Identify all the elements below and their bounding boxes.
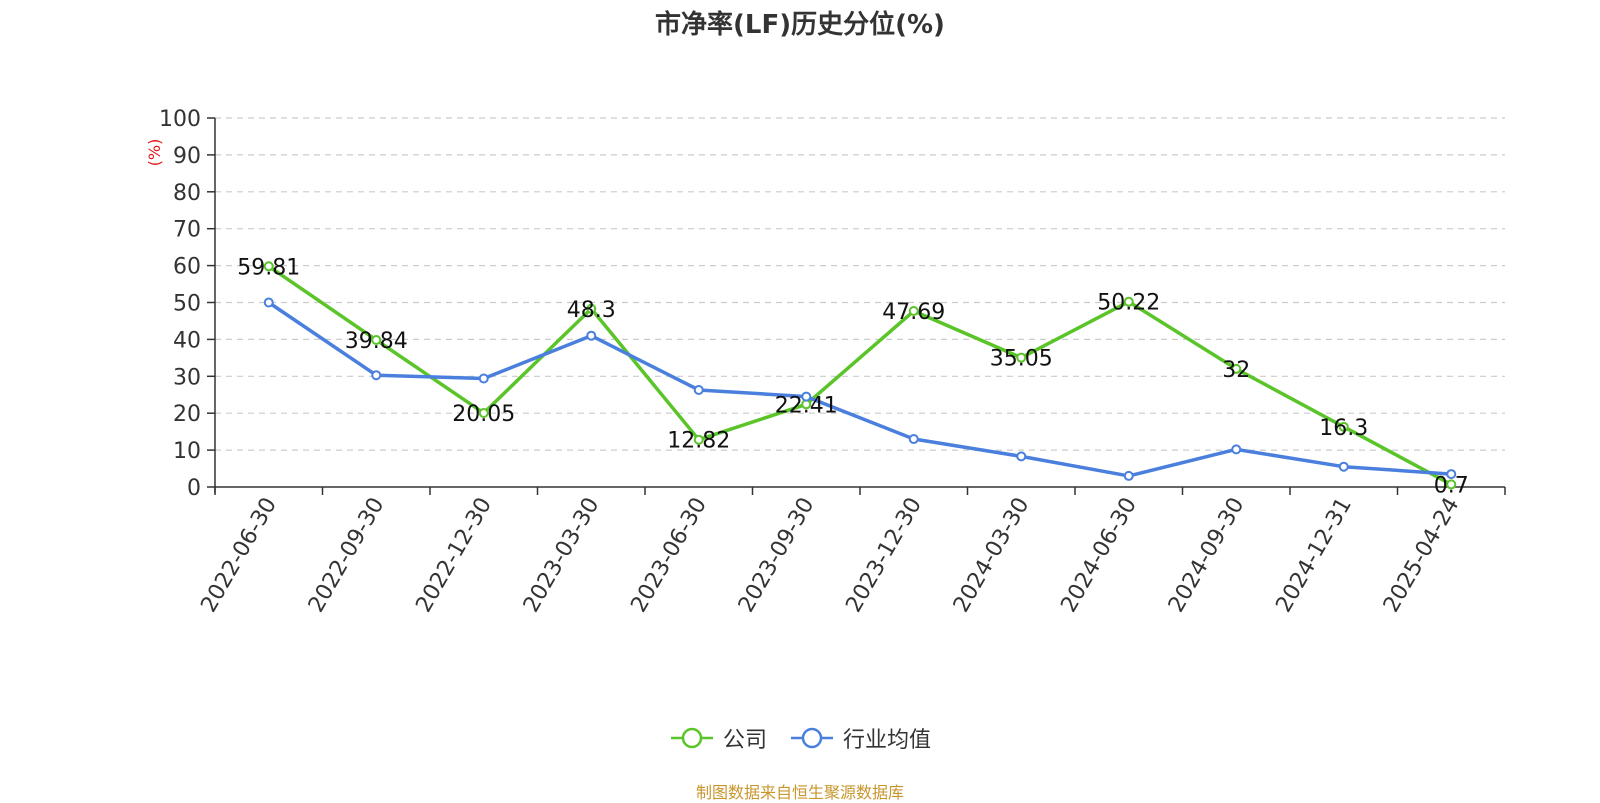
data-label: 39.84 <box>345 329 408 354</box>
data-label: 20.05 <box>452 402 515 427</box>
data-point <box>586 330 597 341</box>
legend: 公司 行业均值 <box>0 722 1600 754</box>
data-point <box>1338 461 1349 472</box>
data-label: 22.41 <box>775 393 838 418</box>
x-tick-label: 2023-09-30 <box>734 494 820 617</box>
chart-title: 市净率(LF)历史分位(%) <box>655 10 945 40</box>
legend-marker-company <box>670 727 713 749</box>
data-point <box>478 373 489 384</box>
y-tick-label: 80 <box>173 181 201 206</box>
x-tick-label: 2024-12-31 <box>1271 494 1357 617</box>
y-tick-label: 70 <box>173 218 201 243</box>
y-tick-label: 50 <box>173 292 201 317</box>
y-tick-label: 90 <box>173 144 201 169</box>
x-tick-label: 2023-06-30 <box>626 494 712 617</box>
series-line-1 <box>267 301 1452 478</box>
data-point <box>1231 444 1242 455</box>
y-tick-label: 40 <box>173 328 201 353</box>
data-labels: 59.81 39.84 20.05 48.3 12.82 22.41 47.69 35.05 5… <box>237 255 1468 498</box>
source-note: 制图数据来自恒生聚源数据库 <box>695 783 904 802</box>
data-label: 12.82 <box>667 429 730 454</box>
legend-label-industry-avg: 行业均值 <box>843 728 932 753</box>
y-tick-label: 0 <box>187 476 201 501</box>
data-label: 48.3 <box>567 298 616 323</box>
legend-marker-industry-avg <box>791 727 833 749</box>
data-label: 0.7 <box>1434 473 1469 498</box>
data-point <box>586 303 597 314</box>
data-point <box>908 306 919 317</box>
data-point <box>1123 470 1134 481</box>
data-label: 35.05 <box>990 347 1053 372</box>
legend-item-industry-avg[interactable]: 行业均值 <box>789 722 931 754</box>
x-tick-label: 2023-12-30 <box>841 494 927 617</box>
grid-lines <box>215 117 1505 451</box>
legend-label-company: 公司 <box>722 728 767 753</box>
data-point <box>1016 352 1027 363</box>
x-tick-label: 2023-03-30 <box>519 494 605 617</box>
data-point <box>263 297 274 308</box>
data-point <box>908 434 919 445</box>
data-point <box>1446 469 1457 480</box>
x-tick-label: 2024-09-30 <box>1164 494 1250 617</box>
x-tick-label: 2024-06-30 <box>1056 494 1142 617</box>
data-label: 59.81 <box>237 255 300 280</box>
data-point <box>1123 296 1134 307</box>
x-tick-label: 2024-03-30 <box>949 494 1035 617</box>
data-point <box>371 334 382 345</box>
data-point <box>1446 479 1457 490</box>
y-tick-label: 100 <box>159 107 201 132</box>
data-label: 50.22 <box>1097 291 1160 316</box>
data-point <box>371 370 382 381</box>
x-tick-label: 2022-09-30 <box>304 494 390 617</box>
y-tick-label: 10 <box>173 439 201 464</box>
x-tick-label: 2022-06-30 <box>196 494 282 617</box>
data-point <box>693 434 704 445</box>
axes: 0 10 20 30 40 50 60 70 80 90 100 (%) 2022-06-30 2022-… <box>145 107 1506 617</box>
data-label: 32 <box>1222 358 1250 383</box>
data-point <box>1338 421 1349 432</box>
series-line-0 <box>267 264 1453 486</box>
data-label: 47.69 <box>882 300 945 325</box>
y-tick-label: 20 <box>173 402 201 427</box>
legend-item-company[interactable]: 公司 <box>669 722 767 754</box>
data-point <box>1231 363 1242 374</box>
data-point <box>263 261 274 272</box>
x-tick-label: 2025-04-24 <box>1379 494 1465 617</box>
y-axis-label: (%) <box>145 139 164 167</box>
data-point <box>1016 451 1027 462</box>
series-lines <box>263 261 1457 490</box>
data-label: 16.3 <box>1319 416 1368 441</box>
x-tick-label: 2022-12-30 <box>411 494 497 617</box>
y-tick-label: 60 <box>173 255 201 280</box>
data-point <box>693 384 704 395</box>
data-point <box>478 408 489 419</box>
y-tick-label: 30 <box>173 365 201 390</box>
data-point <box>801 391 812 402</box>
